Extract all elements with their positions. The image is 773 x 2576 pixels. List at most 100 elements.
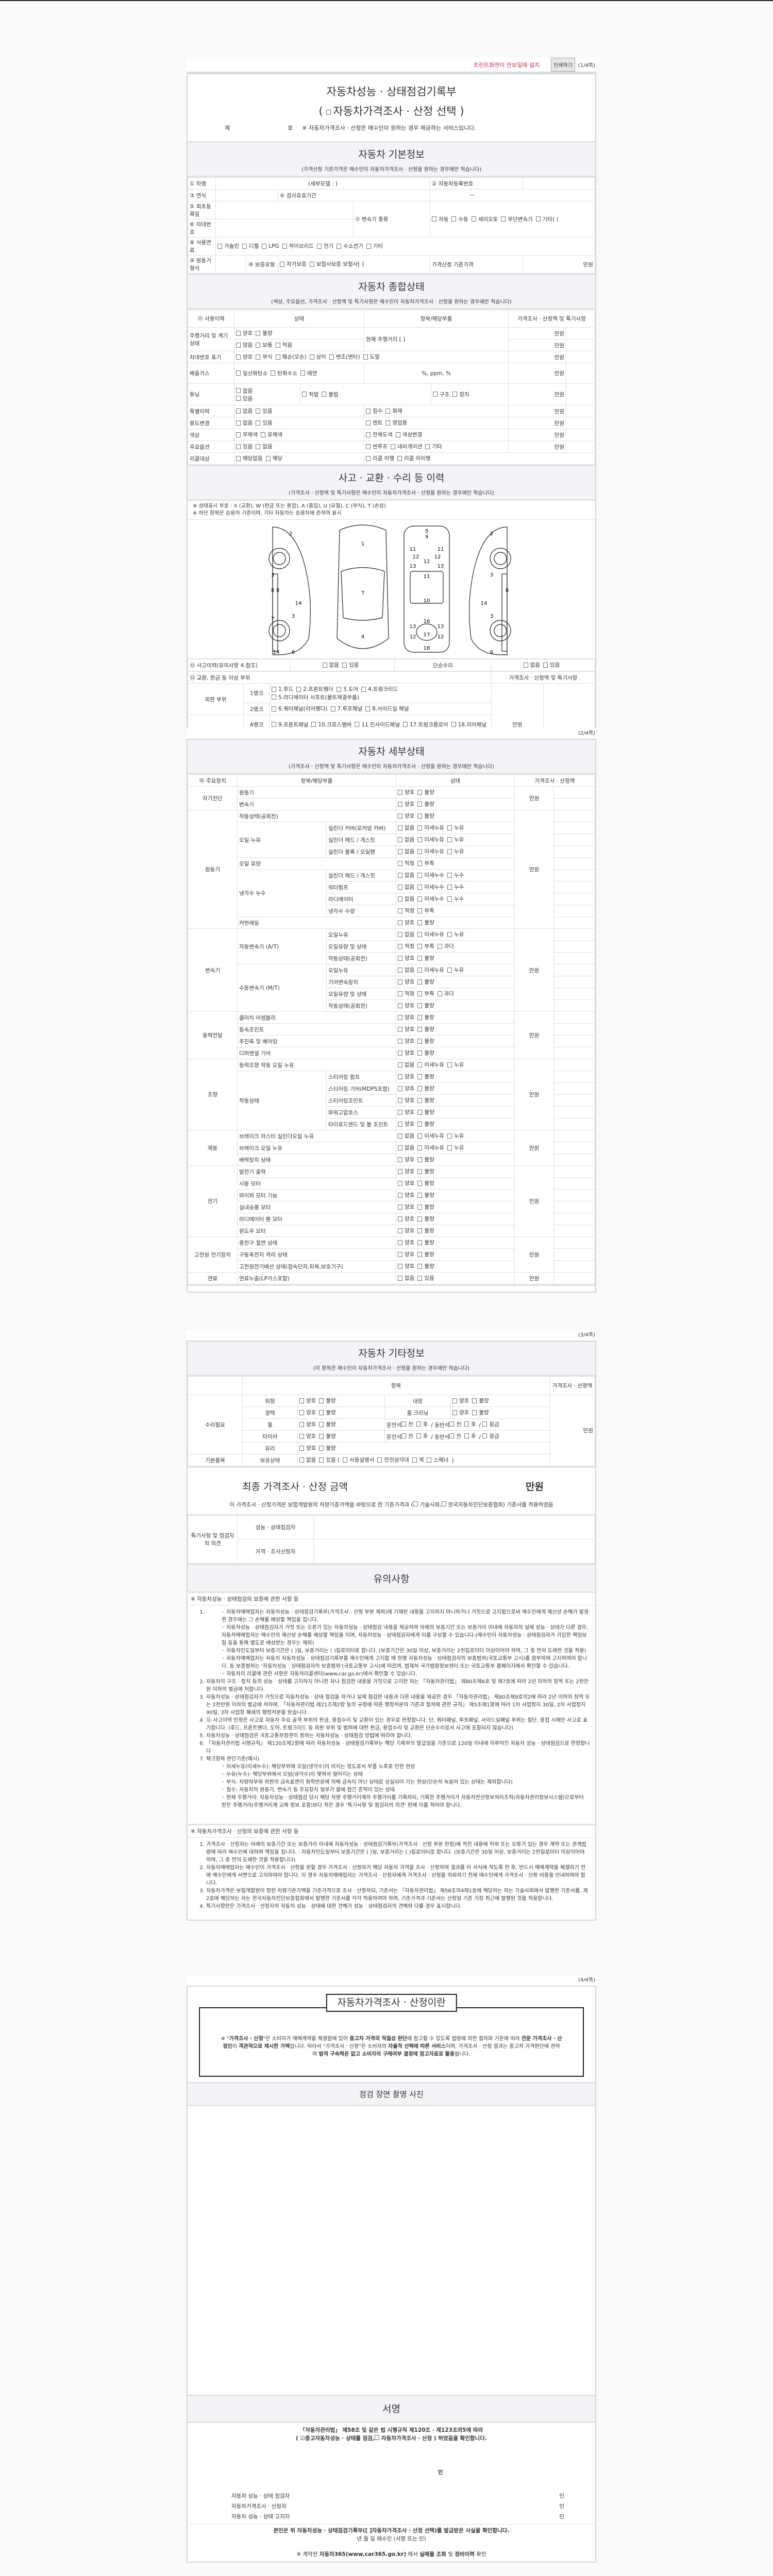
checkbox[interactable]: [256, 420, 261, 426]
checkbox[interactable]: [437, 943, 442, 949]
note-field[interactable]: [553, 1272, 595, 1284]
note-field[interactable]: [553, 1213, 595, 1225]
checkbox[interactable]: [417, 1086, 423, 1091]
checkbox[interactable]: [417, 837, 423, 842]
checkbox[interactable]: [417, 825, 423, 831]
note-field[interactable]: [553, 1035, 595, 1047]
checkbox[interactable]: [398, 1086, 402, 1091]
checkbox[interactable]: [398, 1180, 402, 1186]
checkbox[interactable]: [447, 1133, 452, 1139]
checkbox[interactable]: [272, 694, 276, 700]
note-field[interactable]: [553, 1011, 595, 1024]
checkbox[interactable]: [398, 1062, 402, 1067]
note-field[interactable]: [553, 1106, 595, 1118]
checkbox[interactable]: [447, 849, 452, 854]
checkbox[interactable]: [361, 686, 366, 692]
checkbox[interactable]: [417, 849, 423, 854]
price-field[interactable]: 만원: [508, 327, 567, 340]
checkbox[interactable]: [417, 1133, 423, 1139]
note-field[interactable]: [566, 429, 595, 441]
price-field[interactable]: 만원: [514, 810, 554, 929]
checkbox[interactable]: [417, 1228, 423, 1233]
checkbox[interactable]: [366, 420, 371, 426]
checkbox[interactable]: [417, 1240, 423, 1245]
checkbox[interactable]: [398, 872, 402, 878]
checkbox[interactable]: [299, 1410, 304, 1415]
checkbox[interactable]: [447, 1062, 452, 1067]
checkbox[interactable]: [452, 1398, 457, 1403]
checkbox[interactable]: [299, 1421, 304, 1427]
gas-values[interactable]: %, ppm, %: [364, 363, 509, 384]
checkbox[interactable]: [377, 1457, 382, 1463]
buyer-sign-line[interactable]: 년 월 일 매수인 (서명 또는 인): [357, 2536, 426, 2542]
base-price-field[interactable]: 만원: [523, 255, 595, 274]
checkbox[interactable]: [417, 1263, 423, 1269]
checkbox[interactable]: [449, 1421, 455, 1427]
note-field[interactable]: [553, 845, 595, 858]
checkbox[interactable]: [236, 444, 241, 449]
note-field[interactable]: [553, 1201, 595, 1213]
checkbox[interactable]: [398, 979, 402, 985]
checkbox[interactable]: [441, 1501, 446, 1506]
checkbox[interactable]: [447, 1145, 452, 1150]
checkbox[interactable]: [299, 1398, 304, 1403]
checkbox[interactable]: [260, 432, 265, 437]
checkbox[interactable]: [417, 991, 423, 996]
checkbox[interactable]: [329, 354, 334, 360]
note-field[interactable]: [553, 834, 595, 846]
note-field[interactable]: [553, 1236, 595, 1249]
checkbox[interactable]: [365, 706, 371, 711]
checkbox[interactable]: [398, 1109, 402, 1115]
note-field[interactable]: [553, 857, 595, 870]
checkbox[interactable]: [417, 813, 423, 819]
price-field[interactable]: 만원: [508, 339, 567, 351]
checkbox[interactable]: [398, 1014, 402, 1020]
checkbox[interactable]: [265, 455, 271, 461]
checkbox[interactable]: [417, 1097, 423, 1103]
checkbox[interactable]: [337, 243, 342, 249]
checkbox[interactable]: [417, 896, 423, 902]
seal-field[interactable]: 인: [559, 2493, 564, 2499]
price-field[interactable]: 만원: [514, 1236, 554, 1273]
checkbox[interactable]: [417, 789, 423, 795]
checkbox[interactable]: [417, 1014, 423, 1020]
checkbox[interactable]: [401, 1421, 406, 1427]
vin-field[interactable]: [215, 219, 354, 238]
checkbox[interactable]: [416, 1433, 421, 1439]
checkbox[interactable]: [398, 1228, 402, 1233]
note-field[interactable]: [566, 363, 595, 384]
checkbox[interactable]: [417, 920, 423, 925]
checkbox[interactable]: [398, 849, 402, 854]
note-field[interactable]: [553, 881, 595, 893]
inspection-period-field[interactable]: ~: [430, 189, 595, 201]
note-field[interactable]: [553, 1154, 595, 1166]
checkbox[interactable]: [398, 1168, 402, 1174]
checkbox[interactable]: [437, 991, 442, 996]
price-option-checkbox[interactable]: [326, 110, 331, 115]
note-field[interactable]: [553, 1094, 595, 1107]
checkbox[interactable]: [398, 789, 402, 795]
checkbox[interactable]: [472, 1410, 477, 1415]
note-field[interactable]: [566, 383, 595, 405]
checkbox[interactable]: [417, 1038, 423, 1044]
checkbox[interactable]: [236, 396, 241, 401]
reg-number-field[interactable]: [523, 177, 595, 190]
checkbox[interactable]: [417, 979, 423, 985]
note-field[interactable]: [553, 1177, 595, 1190]
checkbox[interactable]: [417, 955, 423, 961]
checkbox[interactable]: [275, 342, 280, 348]
price-field[interactable]: 만원: [508, 405, 567, 417]
checkbox[interactable]: [300, 370, 305, 376]
checkbox[interactable]: [398, 1026, 402, 1032]
checkbox[interactable]: [417, 1216, 423, 1222]
checkbox[interactable]: [417, 1109, 423, 1115]
seal-field[interactable]: 인: [559, 2514, 564, 2520]
note-field[interactable]: [553, 952, 595, 964]
checkbox[interactable]: [275, 354, 280, 360]
checkbox[interactable]: [299, 1457, 304, 1463]
year-field[interactable]: [215, 189, 278, 201]
note-field[interactable]: [553, 1260, 595, 1273]
checkbox[interactable]: [398, 1133, 402, 1139]
price-field[interactable]: 만원: [514, 928, 554, 1012]
checkbox[interactable]: [398, 967, 402, 973]
